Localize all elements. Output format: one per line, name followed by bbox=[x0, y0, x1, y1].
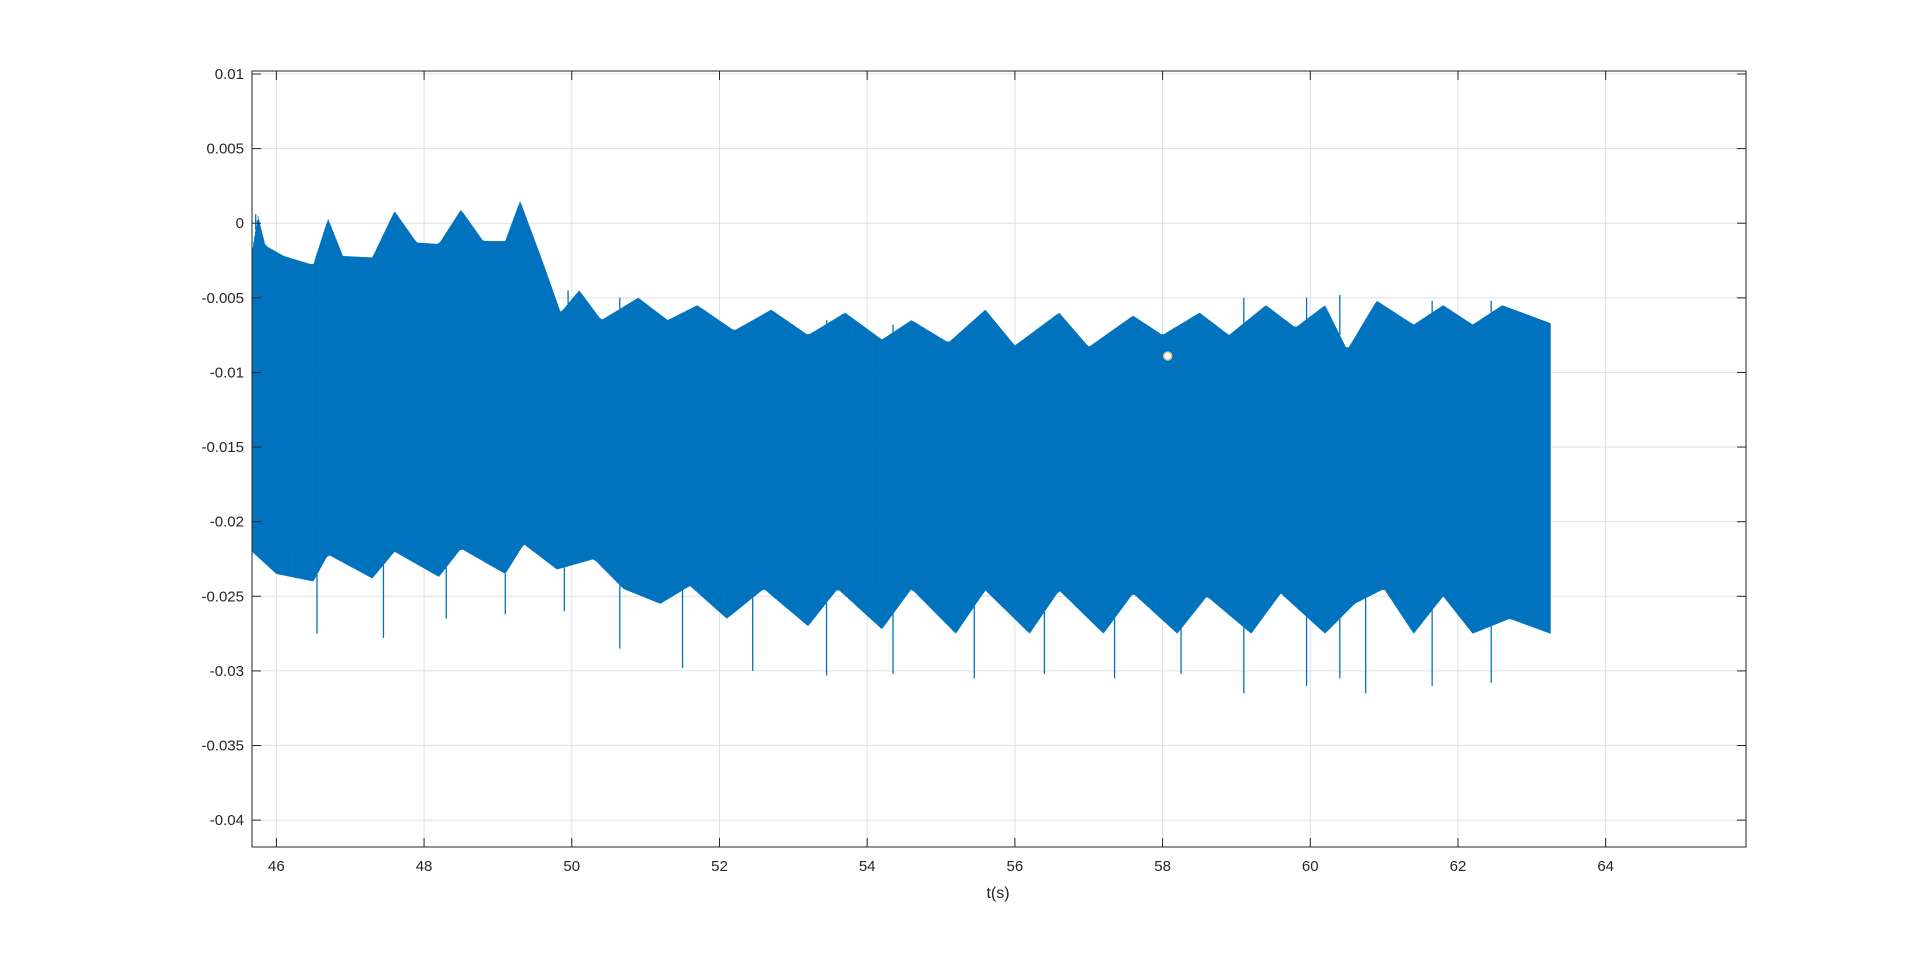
x-tick-label: 64 bbox=[1597, 858, 1614, 875]
y-tick-label: -0.02 bbox=[210, 514, 244, 531]
x-tick-label: 62 bbox=[1450, 858, 1467, 875]
series-signal bbox=[251, 201, 1551, 694]
x-tick-label: 60 bbox=[1302, 858, 1319, 875]
x-axis-label: t(s) bbox=[986, 885, 1009, 902]
x-tick-label: 58 bbox=[1154, 858, 1171, 875]
x-tick-label: 56 bbox=[1007, 858, 1024, 875]
y-tick-label: -0.03 bbox=[210, 663, 244, 680]
x-tick-label: 50 bbox=[563, 858, 580, 875]
y-tick-label: 0 bbox=[236, 215, 244, 232]
y-tick-label: -0.035 bbox=[201, 738, 244, 755]
axes-box bbox=[251, 70, 1747, 848]
data-marker bbox=[1162, 351, 1173, 361]
x-tick-label: 52 bbox=[711, 858, 728, 875]
y-tick-label: -0.01 bbox=[210, 364, 244, 381]
y-tick-label: 0.005 bbox=[206, 141, 244, 158]
axes bbox=[251, 70, 1747, 848]
y-tick-label: -0.025 bbox=[201, 588, 244, 605]
y-tick-label: -0.005 bbox=[201, 290, 244, 307]
y-tick-label: -0.04 bbox=[210, 812, 244, 829]
tick-labels: 46 48 50 52 54 56 58 60 62 64 0.01 0.005 0 -0.005 -0.0… bbox=[201, 66, 1614, 875]
y-tick-label: 0.01 bbox=[215, 66, 244, 83]
y-tick-label: -0.015 bbox=[201, 439, 244, 456]
x-tick-label: 48 bbox=[416, 858, 433, 875]
x-tick-label: 46 bbox=[268, 858, 285, 875]
x-tick-label: 54 bbox=[859, 858, 876, 875]
